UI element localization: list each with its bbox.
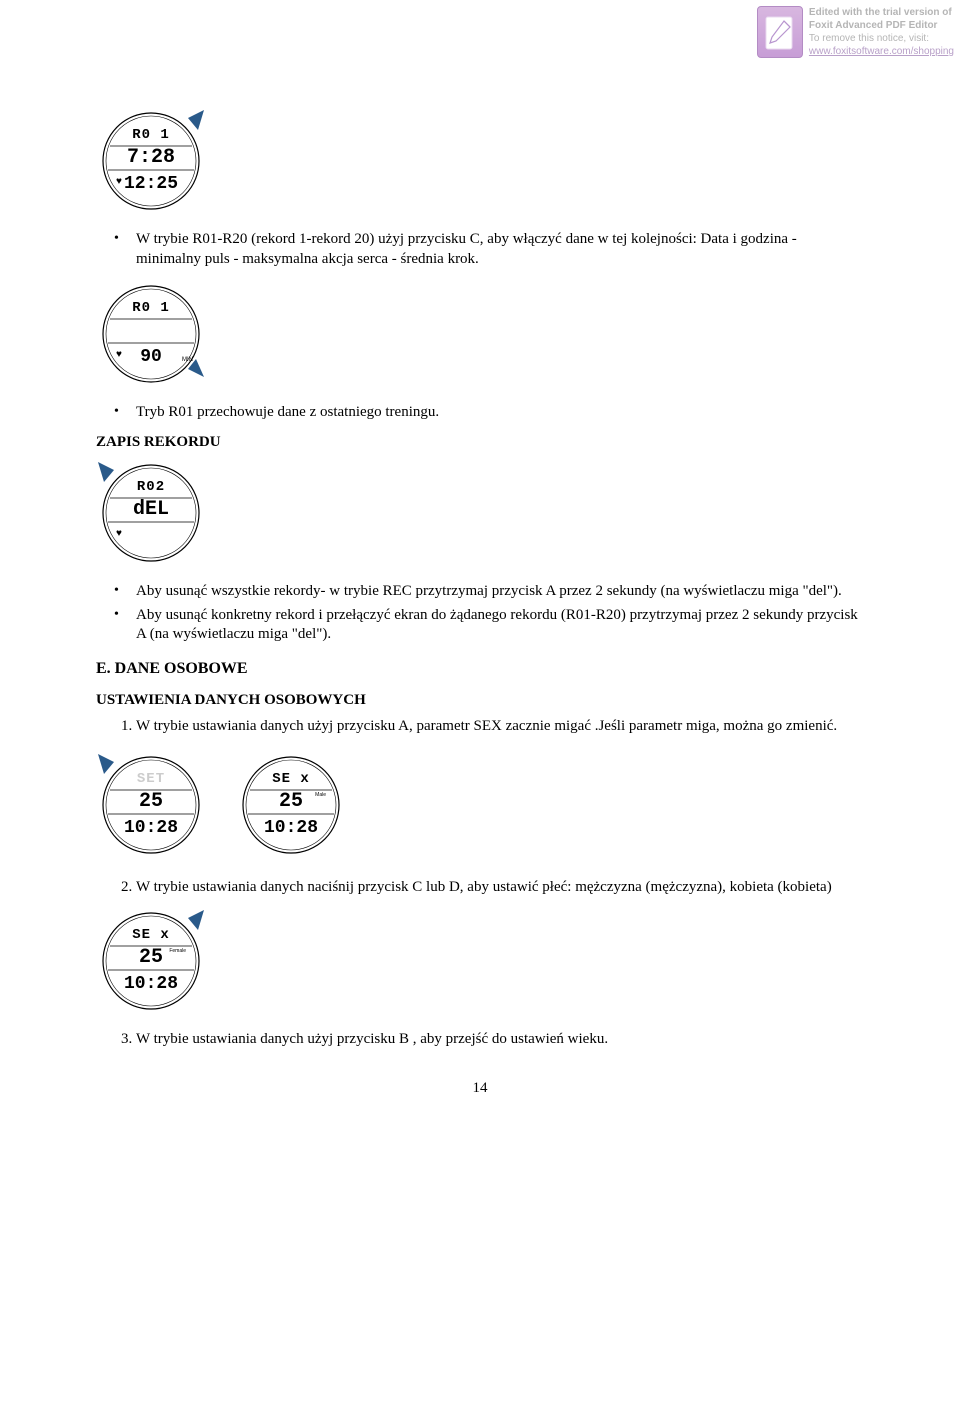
svg-text:7:28: 7:28	[127, 146, 175, 169]
svg-text:R0 1: R0 1	[132, 300, 170, 316]
trial-watermark: Edited with the trial version of Foxit A…	[757, 6, 954, 58]
svg-text:SE x: SE x	[132, 927, 170, 943]
wm-line1: Edited with the trial version of	[809, 6, 954, 19]
watermark-text: Edited with the trial version of Foxit A…	[809, 6, 954, 58]
svg-text:dEL: dEL	[133, 498, 169, 521]
numbered-item: W trybie ustawiania danych naciśnij przy…	[136, 878, 864, 898]
svg-text:SET: SET	[137, 771, 165, 787]
watch-diagram-2: R0 1 90 MIN ♥	[96, 279, 206, 389]
watch-diagram-5: SE x 25 10:28 Female	[96, 906, 206, 1016]
document-page: R0 17:2812:25♥ W trybie R01-R20 (rekord …	[0, 0, 960, 1139]
page-number: 14	[96, 1079, 864, 1099]
svg-text:90: 90	[140, 347, 162, 367]
watch-diagram-3: R02 dEL ♥	[96, 458, 206, 568]
svg-text:25: 25	[139, 790, 163, 813]
svg-text:MIN: MIN	[182, 357, 193, 363]
svg-text:Male: Male	[315, 792, 326, 798]
svg-text:10:28: 10:28	[264, 818, 318, 838]
svg-text:♥: ♥	[116, 528, 122, 539]
svg-text:Female: Female	[169, 948, 186, 954]
wm-line2: Foxit Advanced PDF Editor	[809, 19, 954, 32]
svg-text:12:25: 12:25	[124, 174, 178, 194]
svg-text:25: 25	[139, 946, 163, 969]
svg-text:♥: ♥	[116, 176, 122, 187]
wm-line3: To remove this notice, visit:	[809, 32, 954, 45]
numbered-item: W trybie ustawiania danych użyj przycisk…	[136, 717, 864, 737]
watch-diagram-1: R0 1 7:28 12:25♥	[96, 106, 206, 216]
bullet-item: Aby usunąć konkretny rekord i przełączyć…	[136, 606, 864, 645]
svg-text:10:28: 10:28	[124, 974, 178, 994]
bullet-item: W trybie R01-R20 (rekord 1-rekord 20) uż…	[136, 230, 864, 269]
numbered-item: W trybie ustawiania danych użyj przycisk…	[136, 1030, 864, 1050]
svg-text:♥: ♥	[116, 349, 122, 360]
watch-diagram-4a: SET 25 10:28	[96, 750, 206, 860]
svg-text:10:28: 10:28	[124, 818, 178, 838]
svg-text:R02: R02	[137, 479, 165, 495]
heading-section-e: E. DANE OSOBOWE	[96, 659, 864, 680]
heading-ustawienia: USTAWIENIA DANYCH OSOBOWYCH	[96, 691, 864, 711]
heading-zapis-rekordu: ZAPIS REKORDU	[96, 433, 864, 453]
svg-text:SE x: SE x	[272, 771, 310, 787]
pdf-editor-icon	[757, 6, 803, 58]
svg-text:25: 25	[279, 790, 303, 813]
watch-diagram-4b: SE x 25 10:28 Male	[236, 750, 346, 860]
bullet-item: Aby usunąć wszystkie rekordy- w trybie R…	[136, 582, 864, 602]
svg-text:R0 1: R0 1	[132, 127, 170, 143]
bullet-item: Tryb R01 przechowuje dane z ostatniego t…	[136, 403, 864, 423]
wm-link: www.foxitsoftware.com/shopping	[809, 45, 954, 58]
